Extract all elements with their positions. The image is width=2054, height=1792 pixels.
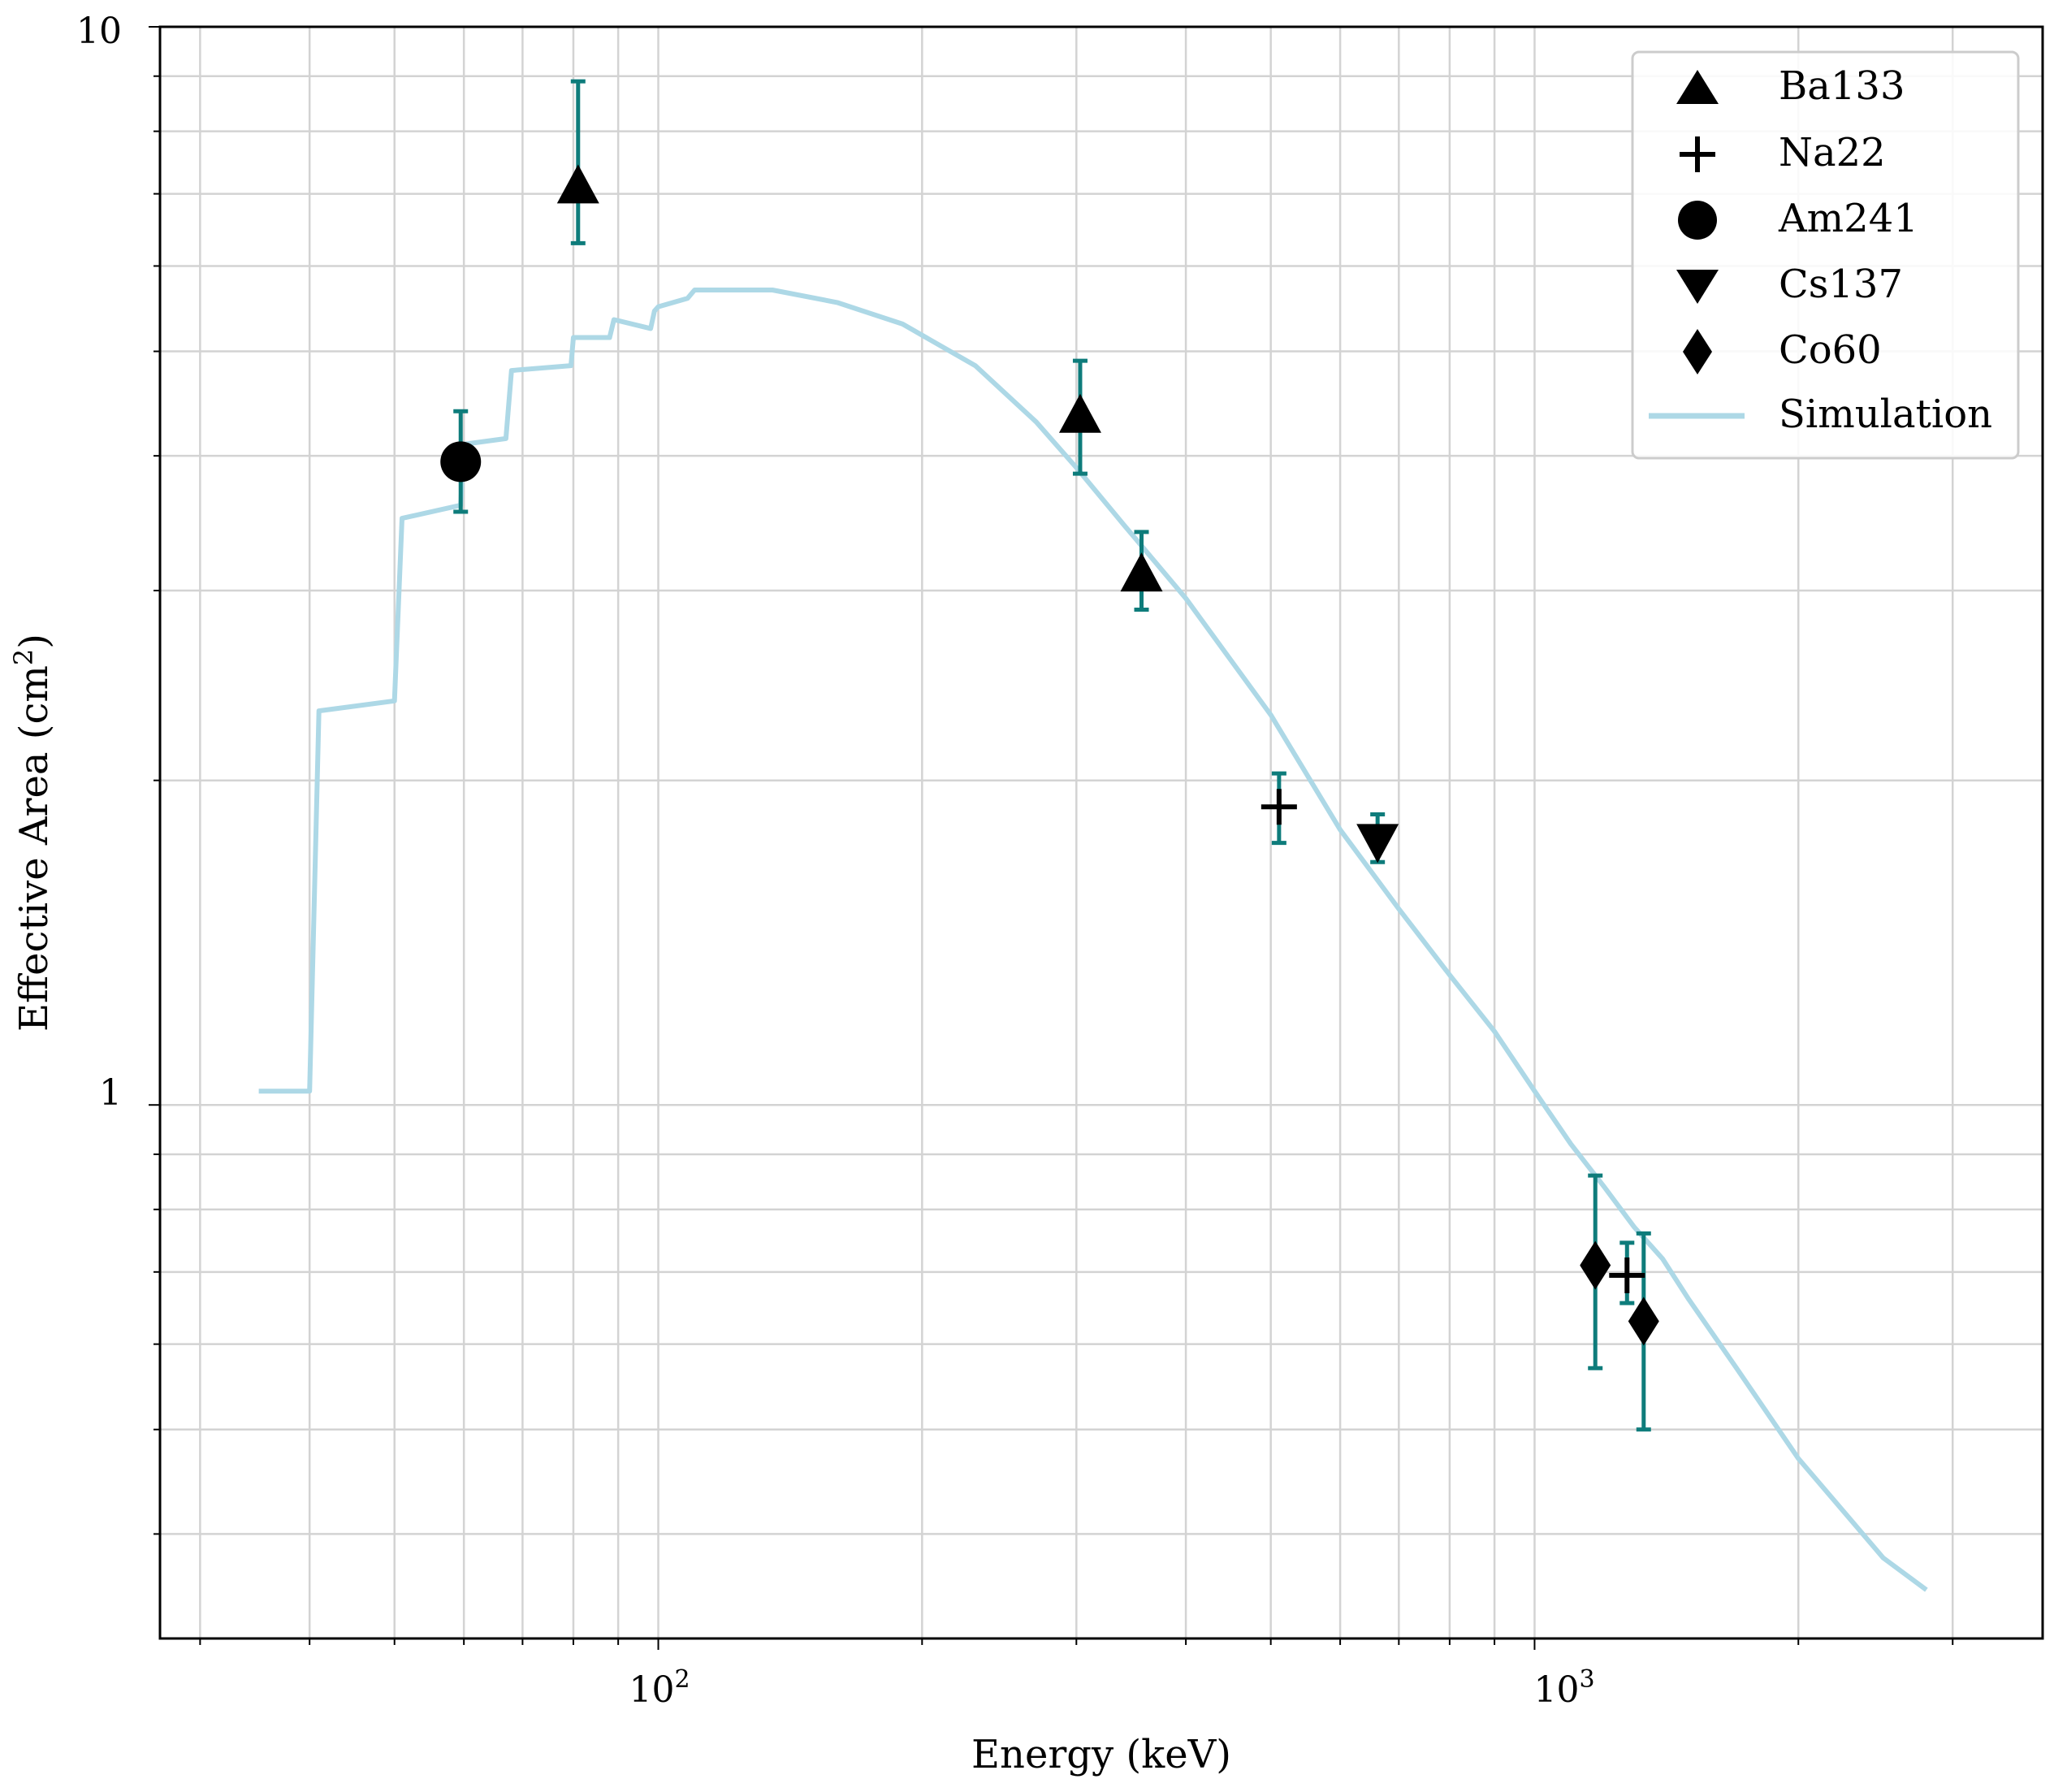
x-tick-label-1000: 103	[1533, 1665, 1594, 1711]
data-point-ba133	[1058, 393, 1101, 433]
legend-box	[1631, 50, 2020, 460]
marker-layer	[440, 164, 1659, 1346]
y-tick-label-10: 10	[76, 11, 122, 52]
legend-label-simulation: Simulation	[1779, 392, 1992, 437]
legend-circle-icon	[1678, 201, 1717, 240]
data-point-na22	[1261, 789, 1297, 825]
legend-entry-simulation: Simulation	[1649, 392, 1992, 437]
tick-marks	[149, 26, 1954, 1650]
legend-label-na22: Na22	[1779, 130, 1886, 175]
legend-label-am241: Am241	[1778, 196, 1918, 241]
legend-triangle-up-icon	[1676, 70, 1719, 104]
x-tick-label-100: 102	[629, 1665, 690, 1711]
legend-entry-cs137: Cs137	[1676, 262, 1903, 307]
data-point-cs137	[1356, 824, 1399, 864]
legend-entry-am241: Am241	[1678, 196, 1918, 241]
legend-diamond-icon	[1683, 329, 1712, 374]
x-axis-label: Energy (keV)	[971, 1732, 1231, 1777]
legend-entry-ba133: Ba133	[1676, 63, 1905, 109]
simulation-layer	[258, 288, 1928, 1592]
simulation-curve	[258, 288, 1928, 1592]
errorbar-layer	[453, 79, 1651, 1432]
legend: Ba133 Na22 Am241 Cs137 Co60 Simulation	[1631, 50, 2020, 460]
legend-entry-na22: Na22	[1680, 130, 1886, 175]
data-point-ba133	[1120, 552, 1163, 592]
data-point-co60	[1580, 1240, 1611, 1290]
y-tick-label-1: 1	[99, 1072, 122, 1114]
data-point-na22	[1609, 1257, 1645, 1293]
legend-triangle-down-icon	[1676, 270, 1719, 304]
data-point-ba133	[556, 164, 599, 204]
legend-label-co60: Co60	[1779, 327, 1882, 373]
legend-label-ba133: Ba133	[1779, 63, 1905, 109]
plot-frame	[158, 25, 2044, 1640]
legend-entry-co60: Co60	[1683, 327, 1882, 374]
data-point-co60	[1628, 1296, 1659, 1346]
data-point-am241	[440, 441, 482, 483]
legend-label-cs137: Cs137	[1779, 262, 1903, 307]
y-axis-label: Effective Area (cm2)	[8, 634, 57, 1032]
